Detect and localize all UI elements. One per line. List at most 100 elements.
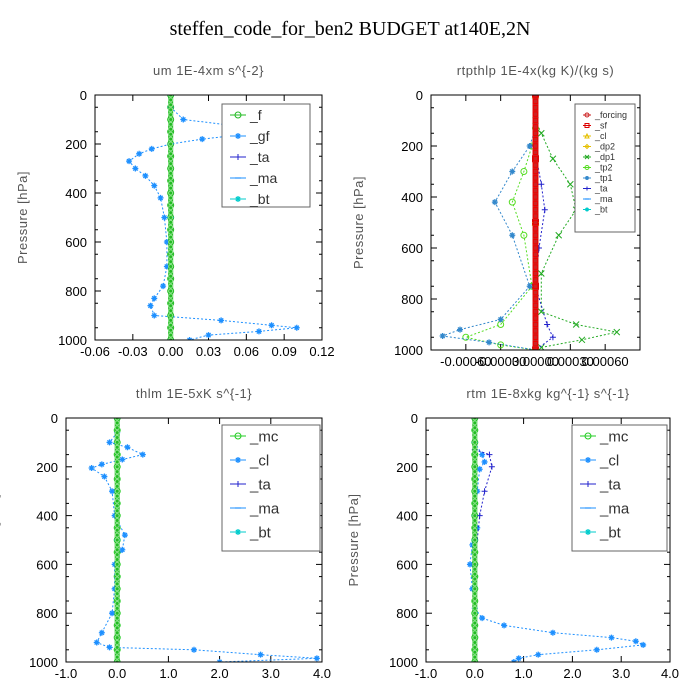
data-point: [532, 162, 539, 168]
data-point: [472, 459, 478, 465]
data-point: [168, 190, 174, 196]
y-tick-label: 800: [36, 606, 58, 621]
y-tick-label: 600: [401, 241, 423, 256]
data-point: [472, 425, 478, 431]
data-point: [168, 303, 174, 309]
data-point: [572, 321, 580, 328]
data-point: [168, 249, 174, 255]
y-tick-label: 400: [396, 509, 418, 524]
data-point: [111, 512, 118, 519]
data-point: [472, 566, 478, 572]
data-point: [472, 478, 478, 484]
plot-frame: [65, 417, 323, 663]
data-point: [109, 488, 116, 495]
data-point: [111, 585, 118, 592]
legend-label: _ta: [594, 184, 608, 194]
data-point: [111, 561, 118, 568]
x-tick-label: 1.0: [159, 666, 177, 681]
data-point: [168, 313, 174, 318]
data-point: [114, 449, 120, 455]
data-point: [640, 641, 647, 648]
data-point: [168, 254, 174, 260]
data-point: [532, 334, 539, 340]
data-point: [509, 232, 516, 239]
legend-label: _sf: [594, 121, 608, 131]
data-point: [114, 513, 120, 519]
data-point: [532, 111, 539, 117]
x-tick-label: 0.00000: [512, 354, 559, 369]
data-point: [168, 215, 174, 220]
legend-label: _ma: [594, 194, 613, 204]
panel-title: um 1E-4xm s^{-2}: [153, 63, 264, 78]
data-point: [168, 107, 174, 113]
data-point: [114, 444, 120, 450]
series-group: [126, 95, 300, 340]
legend-marker: [585, 457, 591, 463]
legend-label: _bt: [249, 524, 272, 541]
data-point: [472, 474, 478, 480]
data-point: [472, 557, 478, 563]
data-point: [114, 625, 120, 631]
data-point: [472, 454, 478, 460]
data-point: [268, 322, 275, 329]
legend-label: _cl: [599, 452, 619, 469]
data-point: [537, 344, 545, 350]
data-point: [114, 517, 120, 523]
data-point: [457, 326, 464, 333]
data-point: [520, 168, 528, 175]
data-point: [168, 293, 174, 299]
data-point: [168, 229, 174, 235]
data-point: [472, 542, 478, 548]
data-point: [126, 158, 133, 165]
series-line-ta: [474, 449, 493, 662]
data-point: [168, 224, 174, 230]
data-point: [114, 557, 120, 563]
zero-line: [114, 418, 120, 662]
y-tick-label: 400: [401, 190, 423, 205]
chart-panel-4: rtm 1E-8xkg kg^{-1} s^{-1} Pressure [hPa]…: [346, 386, 679, 681]
legend-marker: [235, 196, 241, 202]
data-point: [98, 461, 105, 468]
legend-label: _ma: [249, 170, 277, 186]
data-point: [168, 337, 174, 340]
y-tick-label: 600: [396, 557, 418, 572]
data-point: [119, 546, 126, 553]
x-tick-label: -1.0: [55, 666, 77, 681]
data-point: [168, 146, 174, 152]
data-point: [168, 278, 174, 284]
legend-label: _ma: [249, 500, 280, 517]
legend-marker: [235, 154, 241, 160]
y-axis-label: Pressure [hPa]: [346, 494, 361, 587]
data-point: [488, 463, 495, 470]
legend-label: _ta: [249, 476, 272, 493]
x-tick-label: 0.09: [272, 344, 297, 359]
data-point: [114, 630, 120, 636]
data-point: [168, 239, 174, 245]
x-tick-label: 1.0: [515, 666, 533, 681]
y-tick-label: 200: [401, 139, 423, 154]
data-point: [472, 635, 478, 641]
data-point: [538, 181, 545, 188]
legend: _forcing_sf_cl_dp2_dp1_tp2_tp1_ta_ma_bt: [574, 103, 636, 233]
data-point: [532, 283, 539, 289]
data-point: [114, 464, 120, 470]
legend-marker: [584, 112, 590, 118]
data-point: [532, 130, 539, 136]
legend-label: _mc: [249, 428, 279, 445]
x-tick-label: 0.0: [108, 666, 126, 681]
data-point: [88, 465, 95, 472]
data-point: [486, 451, 493, 458]
legend-marker: [585, 176, 589, 180]
data-point: [532, 270, 539, 277]
y-tick-label: 600: [36, 557, 58, 572]
data-point: [472, 493, 478, 499]
data-point: [472, 576, 478, 582]
data-point: [593, 646, 600, 653]
y-tick-label: 0: [51, 411, 58, 426]
x-tick-label: -0.06: [80, 344, 110, 359]
legend-label: _ma: [599, 500, 630, 517]
legend-marker: [584, 123, 590, 128]
data-point: [114, 537, 120, 543]
data-point: [491, 199, 498, 206]
data-point: [163, 263, 170, 270]
